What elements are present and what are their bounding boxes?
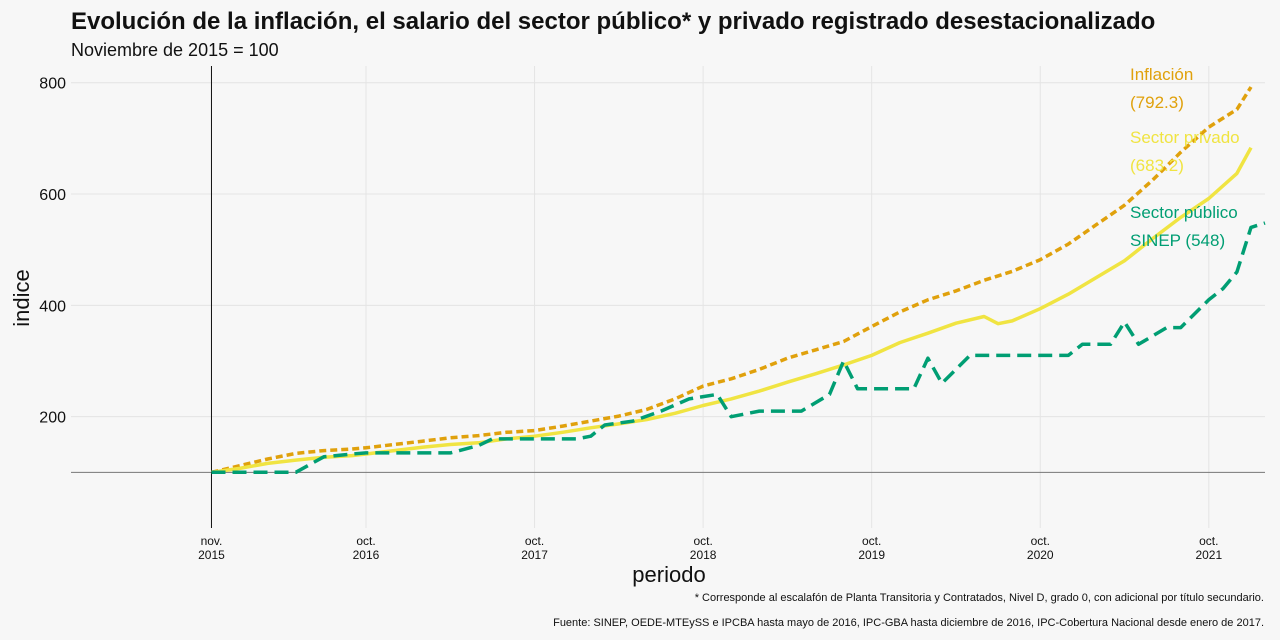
x-tick-label: 2018: [690, 548, 717, 562]
x-tick-label: nov.: [201, 534, 223, 548]
series-label-2: SINEP (548): [1130, 231, 1225, 250]
y-tick-label: 400: [39, 298, 66, 315]
series-lines: [211, 86, 1266, 475]
series-label-2: Sector público: [1130, 203, 1238, 222]
source-note: Fuente: SINEP, OEDE-MTEySS e IPCBA hasta…: [553, 617, 1264, 629]
series-label-1: (683.2): [1130, 156, 1184, 175]
x-tick-label: 2020: [1027, 548, 1054, 562]
series-line-0: [211, 86, 1253, 475]
x-tick-label: oct.: [1199, 534, 1218, 548]
x-tick-label: 2016: [353, 548, 380, 562]
series-label-0: (792.3): [1130, 93, 1184, 112]
chart-subtitle: Noviembre de 2015 = 100: [71, 40, 279, 60]
x-tick-label: 2021: [1195, 548, 1222, 562]
gridlines: [71, 66, 1265, 528]
x-tick-label: oct.: [356, 534, 375, 548]
series-line-1: [211, 146, 1253, 475]
x-axis-label: periodo: [632, 562, 706, 587]
y-tick-label: 800: [39, 76, 66, 93]
x-tick-label: 2015: [198, 548, 225, 562]
x-tick-label: oct.: [862, 534, 881, 548]
x-tick-label: 2017: [521, 548, 548, 562]
x-axis-ticks: nov.2015oct.2016oct.2017oct.2018oct.2019…: [198, 534, 1222, 562]
series-label-0: Inflación: [1130, 65, 1193, 84]
series-line-2: [211, 221, 1266, 475]
x-tick-label: oct.: [693, 534, 712, 548]
chart-title: Evolución de la inflación, el salario de…: [71, 8, 1156, 35]
y-tick-label: 600: [39, 187, 66, 204]
series-labels: Inflación (792.3) Sector privado (683.2) Sec…: [1130, 65, 1240, 250]
x-tick-label: oct.: [1031, 534, 1050, 548]
footnote: * Corresponde al escalafón de Planta Tra…: [694, 592, 1264, 604]
series-label-1: Sector privado: [1130, 128, 1240, 147]
x-tick-label: oct.: [525, 534, 544, 548]
y-tick-label: 200: [39, 410, 66, 427]
x-tick-label: 2019: [858, 548, 885, 562]
reference-lines: [71, 66, 1265, 528]
y-axis-ticks: 200 400 600 800: [39, 76, 66, 427]
